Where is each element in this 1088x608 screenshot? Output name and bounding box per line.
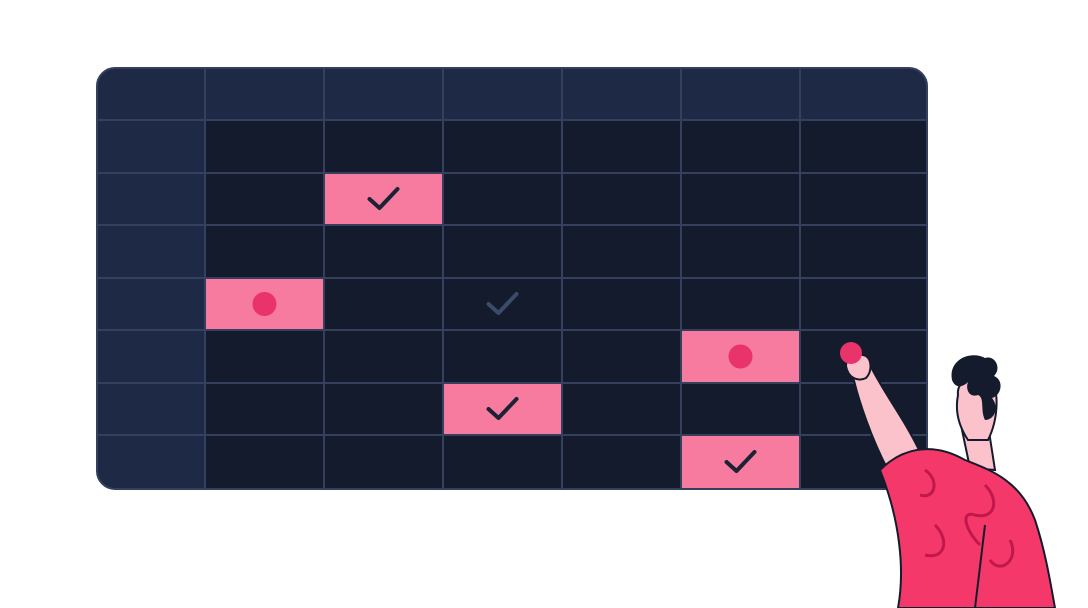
- held-dot: [840, 342, 862, 364]
- check-icon: [367, 187, 400, 210]
- board-border: [96, 67, 928, 490]
- highlight-cell: [443, 383, 562, 435]
- highlight-cell: [681, 435, 800, 489]
- dot-icon: [728, 344, 753, 369]
- arm-line: [974, 524, 986, 608]
- check-icon: [724, 450, 757, 473]
- highlight-cell: [324, 173, 443, 225]
- dot-icon: [252, 292, 277, 316]
- person: [840, 342, 1057, 608]
- check-icon: [486, 292, 519, 315]
- hair: [951, 355, 1001, 420]
- grid-lines: [97, 68, 927, 489]
- check-icon: [486, 397, 519, 420]
- header-row: [97, 68, 927, 120]
- board: [97, 68, 927, 489]
- cell-icons: [252, 187, 757, 473]
- shirt-pattern: [919, 468, 1015, 568]
